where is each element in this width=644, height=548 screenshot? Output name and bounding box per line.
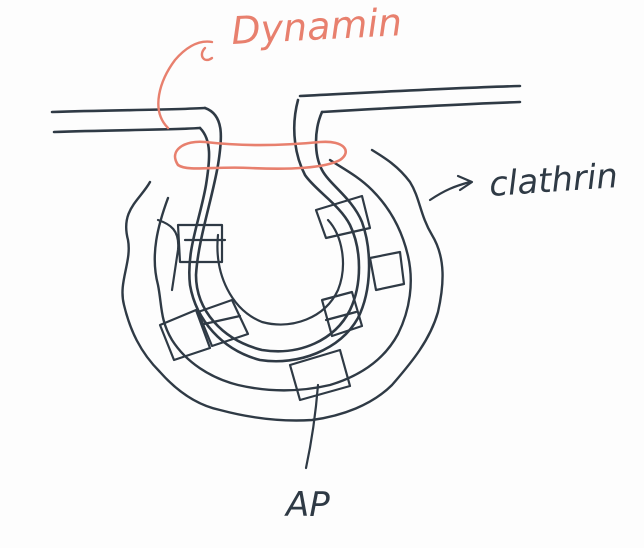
dynamin-ring	[157, 40, 347, 171]
ap-pointer-line	[304, 383, 320, 470]
ap-label: AP	[284, 485, 330, 525]
plasma-membrane-right	[298, 84, 522, 114]
adaptor-proteins	[176, 194, 372, 348]
clathrin-label: clathrin	[488, 156, 619, 205]
clathrin-coat	[121, 148, 444, 422]
dynamin-label: Dynamin	[230, 0, 403, 53]
plasma-membrane-left	[50, 106, 207, 134]
vesicle-membrane	[188, 98, 371, 363]
clathrin-arrow	[428, 174, 474, 202]
